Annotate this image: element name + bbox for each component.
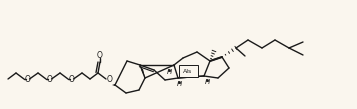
Text: O: O <box>46 75 52 84</box>
Text: H: H <box>204 79 210 85</box>
FancyBboxPatch shape <box>178 65 197 77</box>
Text: H: H <box>166 69 172 75</box>
Text: O: O <box>69 75 75 84</box>
Text: H: H <box>176 81 182 87</box>
Text: O: O <box>106 75 112 84</box>
Polygon shape <box>141 69 145 78</box>
Text: O: O <box>97 50 103 60</box>
Text: Als: Als <box>183 68 193 73</box>
Polygon shape <box>112 84 115 86</box>
Text: O: O <box>25 75 30 84</box>
